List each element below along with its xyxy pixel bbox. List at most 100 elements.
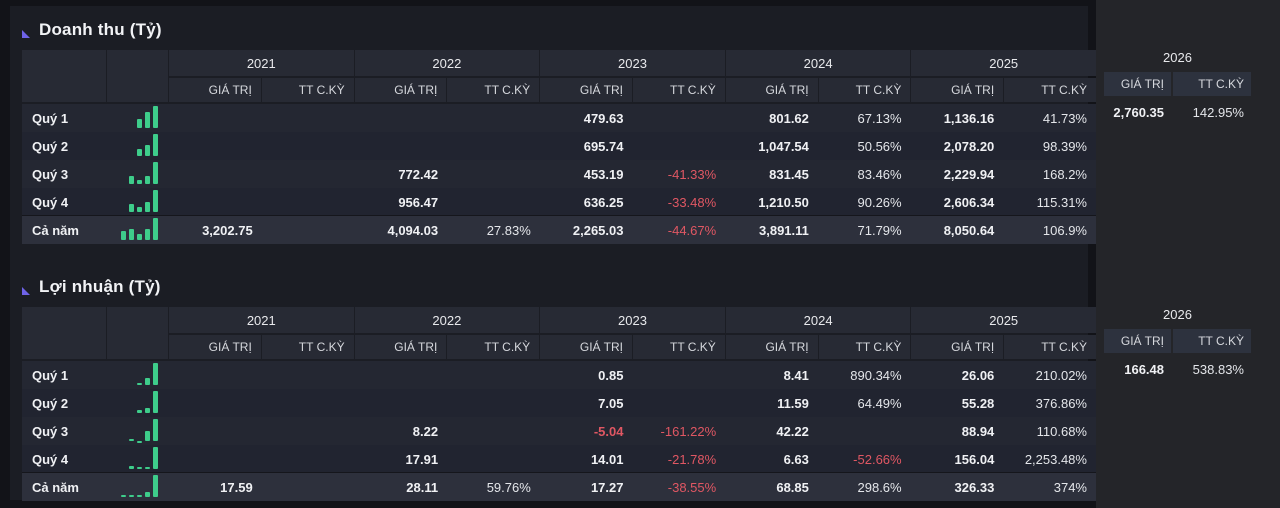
year-header: 2021 [169,50,354,76]
spark-bar [129,229,134,240]
table-header: 2021 2022 2023 2024 2025 GIÁ TRỊ TT C.KỲ GIÁ TR… [22,307,1096,359]
growth-cell: 50.56% [857,138,902,154]
growth-cell: -38.55% [667,479,717,495]
value-cell: 4,094.03 [387,222,439,238]
growth-cell: 67.13% [857,110,902,126]
value-cell: 479.63 [583,110,624,126]
spark-bar [137,207,142,212]
header-corner-label [22,307,106,359]
table-row: Cả năm 17.59 28.11 59.76% 17.27 -38.55% 68.85 2… [22,473,1096,501]
value-cell: 156.04 [954,451,995,467]
row-label: Cả năm [32,479,79,495]
spark-bar [145,492,150,497]
spark-bar [137,495,142,497]
growth-column-header: TT C.KỲ [1004,78,1096,102]
growth-cell: -44.67% [667,222,717,238]
value-cell: 26.06 [961,367,995,383]
growth-cell: 890.34% [850,367,902,383]
table-row: Quý 1 0.85 8.41 890.34% 26.06 210.02% [22,361,1096,389]
value-column-header: GIÁ TRỊ [725,335,818,359]
value-cell: 2,265.03 [572,222,624,238]
value-column-header: GIÁ TRỊ [911,335,1004,359]
row-label: Quý 4 [32,194,69,210]
spark-bar [137,149,142,156]
forecast-year-header: 2026 [1163,49,1192,65]
header-corner-spark [107,50,168,102]
year-header: 2023 [540,50,725,76]
value-cell: 326.33 [954,479,995,495]
spark-bar [153,363,158,385]
row-label: Quý 3 [32,423,69,439]
value-cell: 1,210.50 [758,194,809,210]
year-header: 2025 [911,307,1096,333]
growth-cell: 168.2% [1042,166,1087,182]
value-cell: 8.22 [412,423,439,439]
value-column-header: GIÁ TRỊ [354,78,447,102]
sparkline [107,417,169,445]
forecast-growth-cell: 538.83% [1192,361,1244,377]
growth-column-header: TT C.KỲ [818,78,911,102]
row-label: Quý 3 [32,166,69,182]
value-cell: 17.59 [220,479,253,495]
spark-bar [145,378,150,385]
header-corner-label [22,50,106,102]
sparkline [107,188,169,216]
growth-cell: -21.78% [667,451,717,467]
spark-bar [145,408,150,413]
forecast-growth-cell: 142.95% [1192,104,1244,120]
row-label: Quý 1 [32,367,69,383]
value-cell: 0.85 [598,367,624,383]
collapse-triangle-icon [22,30,30,38]
growth-cell: 374% [1053,479,1087,495]
value-cell: 3,891.11 [759,222,809,238]
value-cell: 453.19 [583,166,624,182]
row-label: Quý 1 [32,110,69,126]
value-cell: 8.41 [783,367,809,383]
row-label: Quý 2 [32,138,69,154]
table-row: Quý 3 772.42 453.19 -41.33% 831.45 83.46% 2,22… [22,160,1096,188]
growth-column-header: TT C.KỲ [818,335,911,359]
profit-table: 2021 2022 2023 2024 2025 GIÁ TRỊ TT C.KỲ GIÁ TR… [22,307,1096,501]
forecast-value-cell: 166.48 [1124,361,1164,377]
sparkline [107,473,169,501]
value-cell: 772.42 [398,166,439,182]
growth-cell: -33.48% [667,194,717,210]
spark-bar [153,190,158,212]
value-cell: 68.85 [776,479,809,495]
section-header-profit[interactable]: Lợi nhuận (Tỷ) [22,275,161,299]
spark-bar [153,218,158,240]
growth-cell: 376.86% [1035,395,1087,411]
value-column-header: GIÁ TRỊ [540,78,632,102]
header-corner-spark [107,307,168,359]
spark-bar [153,134,158,156]
spark-bar [137,383,142,385]
value-cell: 2,078.20 [943,138,995,154]
sparkline [107,445,169,473]
section-title-profit: Lợi nhuận (Tỷ) [39,277,161,296]
forecast-value-column-header: GIÁ TRỊ [1104,72,1171,96]
spark-bar [121,495,126,497]
growth-column-header: TT C.KỲ [261,335,354,359]
table-row: Quý 3 8.22 -5.04 -161.22% 42.22 88.94 110.68% [22,417,1096,445]
value-cell: 6.63 [783,451,809,467]
spark-bar [129,204,134,212]
growth-column-header: TT C.KỲ [1004,335,1096,359]
section-header-revenue[interactable]: Doanh thu (Tỷ) [22,18,162,42]
spark-bar [129,466,134,469]
sparkline [107,389,169,417]
spark-bar [153,106,158,128]
main-content: Doanh thu (Tỷ) 2021 2022 2023 2024 2025 GIÁ T… [10,6,1096,501]
value-column-header: GIÁ TRỊ [169,335,261,359]
value-cell: 88.94 [961,423,995,439]
spark-bar [145,145,150,156]
year-header: 2023 [540,307,725,333]
growth-cell: 115.31% [1036,194,1087,210]
year-header: 2022 [354,50,540,76]
growth-cell: 210.02% [1035,367,1087,383]
growth-cell: 110.68% [1036,423,1087,439]
growth-cell: 90.26% [857,194,902,210]
spark-bar [137,441,142,443]
forecast-value-column-header: GIÁ TRỊ [1104,329,1171,353]
spark-bar [145,176,150,184]
